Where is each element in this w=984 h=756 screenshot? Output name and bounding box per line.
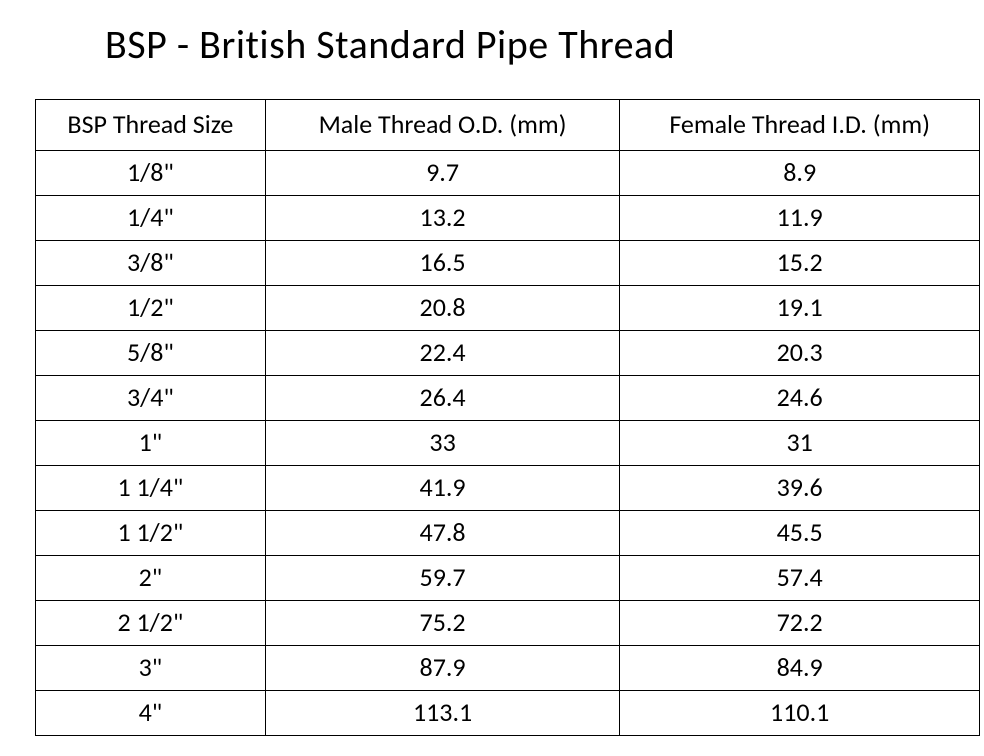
cell-male-od: 113.1 [265,691,620,736]
table-row: 1 1/4" 41.9 39.6 [36,466,980,511]
cell-male-od: 75.2 [265,601,620,646]
cell-male-od: 20.8 [265,286,620,331]
bsp-thread-table: BSP Thread Size Male Thread O.D. (mm) Fe… [35,99,980,736]
cell-thread-size: 1/8" [36,151,266,196]
cell-female-id: 39.6 [620,466,980,511]
cell-thread-size: 1" [36,421,266,466]
table-row: 2 1/2" 75.2 72.2 [36,601,980,646]
cell-female-id: 15.2 [620,241,980,286]
cell-female-id: 20.3 [620,331,980,376]
table-row: 3" 87.9 84.9 [36,646,980,691]
cell-female-id: 8.9 [620,151,980,196]
table-row: 1/8" 9.7 8.9 [36,151,980,196]
table-row: 5/8" 22.4 20.3 [36,331,980,376]
cell-thread-size: 2" [36,556,266,601]
table-row: 1 1/2" 47.8 45.5 [36,511,980,556]
cell-female-id: 19.1 [620,286,980,331]
cell-male-od: 47.8 [265,511,620,556]
cell-thread-size: 1/2" [36,286,266,331]
cell-female-id: 72.2 [620,601,980,646]
table-header-row: BSP Thread Size Male Thread O.D. (mm) Fe… [36,100,980,151]
cell-female-id: 57.4 [620,556,980,601]
table-row: 3/4" 26.4 24.6 [36,376,980,421]
cell-male-od: 33 [265,421,620,466]
cell-thread-size: 3/4" [36,376,266,421]
cell-thread-size: 3/8" [36,241,266,286]
table-row: 3/8" 16.5 15.2 [36,241,980,286]
cell-male-od: 22.4 [265,331,620,376]
cell-thread-size: 2 1/2" [36,601,266,646]
table-row: 1/2" 20.8 19.1 [36,286,980,331]
cell-thread-size: 1/4" [36,196,266,241]
table-row: 2" 59.7 57.4 [36,556,980,601]
cell-female-id: 45.5 [620,511,980,556]
cell-male-od: 16.5 [265,241,620,286]
cell-thread-size: 5/8" [36,331,266,376]
cell-male-od: 9.7 [265,151,620,196]
cell-male-od: 87.9 [265,646,620,691]
cell-female-id: 31 [620,421,980,466]
table-row: 1/4" 13.2 11.9 [36,196,980,241]
cell-thread-size: 4" [36,691,266,736]
cell-thread-size: 3" [36,646,266,691]
table-row: 1" 33 31 [36,421,980,466]
col-header-thread-size: BSP Thread Size [36,100,266,151]
cell-male-od: 41.9 [265,466,620,511]
cell-male-od: 13.2 [265,196,620,241]
col-header-male-od: Male Thread O.D. (mm) [265,100,620,151]
cell-female-id: 84.9 [620,646,980,691]
cell-male-od: 26.4 [265,376,620,421]
cell-thread-size: 1 1/4" [36,466,266,511]
cell-female-id: 11.9 [620,196,980,241]
page-title: BSP - British Standard Pipe Thread [105,20,964,69]
cell-female-id: 110.1 [620,691,980,736]
table-row: 4" 113.1 110.1 [36,691,980,736]
col-header-female-id: Female Thread I.D. (mm) [620,100,980,151]
cell-female-id: 24.6 [620,376,980,421]
cell-thread-size: 1 1/2" [36,511,266,556]
cell-male-od: 59.7 [265,556,620,601]
